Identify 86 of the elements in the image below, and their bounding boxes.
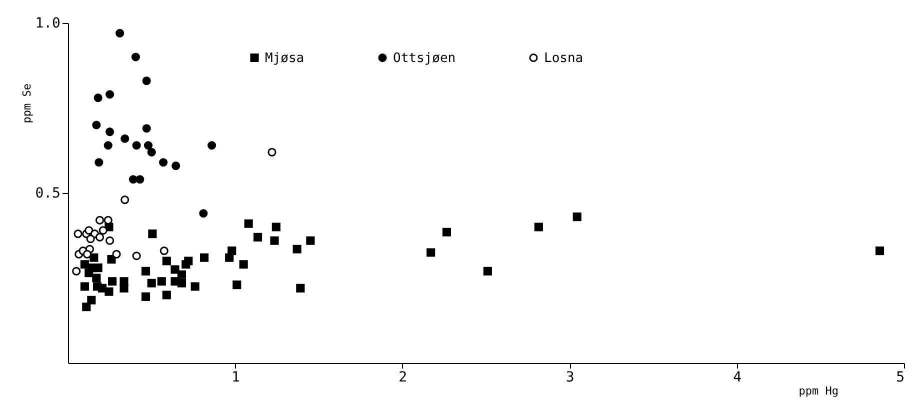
point <box>132 252 141 260</box>
point <box>94 158 104 167</box>
point <box>875 246 884 256</box>
point <box>253 232 262 242</box>
point <box>74 230 82 238</box>
point <box>98 226 108 235</box>
point <box>172 162 180 170</box>
point <box>94 94 102 102</box>
point <box>228 246 236 256</box>
point <box>232 280 242 290</box>
point <box>104 141 112 150</box>
point <box>104 287 114 296</box>
point <box>80 260 90 269</box>
point <box>147 278 156 288</box>
point <box>80 282 90 291</box>
point <box>106 128 114 136</box>
point <box>147 148 156 156</box>
point <box>244 219 253 228</box>
point <box>177 278 186 288</box>
point <box>116 28 124 38</box>
point <box>159 158 168 167</box>
point <box>112 250 121 258</box>
point <box>270 236 279 245</box>
point <box>108 277 117 286</box>
point <box>157 277 166 286</box>
point <box>190 282 200 291</box>
point <box>162 256 171 266</box>
point <box>107 255 116 264</box>
point <box>272 222 280 232</box>
point <box>106 236 114 245</box>
legend-label: Mjøsa <box>265 50 304 66</box>
point <box>268 148 276 156</box>
point <box>483 266 492 276</box>
point <box>128 175 138 184</box>
point <box>141 266 150 276</box>
point <box>92 274 101 282</box>
point <box>184 256 193 266</box>
x-tick-label: 2 <box>398 370 408 386</box>
point <box>160 246 168 256</box>
point <box>84 226 94 235</box>
point <box>72 266 81 276</box>
y-axis-title: ppm Se <box>20 84 34 124</box>
y-tick-label: 0.5 <box>35 186 60 202</box>
point <box>199 209 208 218</box>
point <box>208 141 216 150</box>
point <box>84 268 94 278</box>
point <box>148 230 157 238</box>
legend-label: Losna <box>544 50 584 66</box>
point <box>572 212 582 222</box>
point <box>426 248 436 257</box>
point <box>82 250 92 258</box>
point <box>82 302 91 312</box>
point <box>131 52 140 62</box>
point <box>162 290 171 300</box>
point <box>142 76 151 86</box>
point <box>87 296 96 304</box>
x-axis-title: ppm Hg <box>798 384 838 398</box>
point <box>142 124 151 133</box>
point <box>170 265 180 274</box>
point <box>141 292 150 301</box>
point <box>90 253 98 262</box>
point <box>132 141 141 150</box>
point <box>86 234 95 244</box>
x-tick-label: 4 <box>733 370 742 386</box>
x-tick-label: 5 <box>896 370 904 386</box>
point <box>92 120 101 130</box>
point <box>177 270 186 279</box>
point <box>200 253 209 262</box>
point <box>144 141 153 150</box>
point <box>120 134 130 143</box>
point <box>120 284 128 292</box>
point <box>442 228 451 236</box>
x-tick-label: 3 <box>566 370 574 386</box>
point <box>306 236 315 245</box>
point <box>106 90 114 99</box>
point <box>95 232 104 242</box>
point <box>296 284 305 292</box>
point <box>120 196 130 204</box>
y-tick-label: 1.0 <box>35 16 60 32</box>
point <box>534 222 543 232</box>
point <box>292 244 302 254</box>
point <box>239 260 248 269</box>
point <box>95 216 104 224</box>
point <box>136 175 144 184</box>
x-tick-label: 1 <box>231 370 240 386</box>
legend-label: Ottsjøen <box>393 50 456 66</box>
